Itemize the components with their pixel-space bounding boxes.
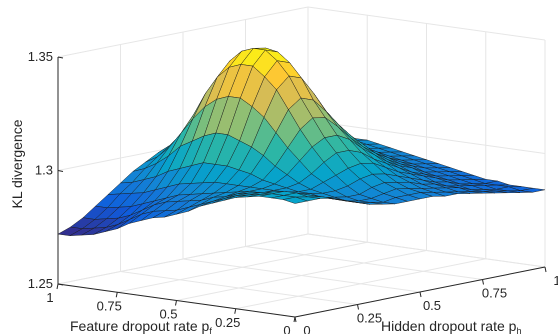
y-axis-label: Hidden dropout rate ph <box>381 318 521 334</box>
y-tick-mark <box>544 266 547 273</box>
tick-labels: 1.25 1.3 1.35 1 0.75 0.5 0.25 0 0 0.25 0.5 0.75 1 <box>28 49 558 334</box>
grid-line <box>57 6 309 58</box>
y-tick-mark <box>357 304 359 310</box>
z-tick-mark <box>57 170 64 172</box>
x-tick-label: 0.75 <box>97 298 122 313</box>
y-tick-mark <box>482 279 484 285</box>
axes-box <box>56 56 547 323</box>
z-tick-label: 1.25 <box>28 276 53 291</box>
y-tick-label: 0.75 <box>482 286 507 301</box>
surface-mesh <box>57 47 546 236</box>
y-tick-mark <box>419 291 422 298</box>
x-tick-label: 0.25 <box>215 315 240 330</box>
y-tick-mark <box>294 316 297 323</box>
grid-line <box>307 120 546 154</box>
grid-line <box>182 258 421 293</box>
z-tick-label: 1.3 <box>35 163 53 178</box>
z-tick-mark <box>57 56 64 59</box>
grid-line <box>245 246 483 280</box>
y-tick-label: 0.5 <box>423 298 441 313</box>
y-tick-label: 0 <box>303 323 310 334</box>
x-tick-label: 0.5 <box>159 307 177 322</box>
surface-patch <box>282 196 308 204</box>
grid-line <box>307 6 546 41</box>
z-tick-label: 1.35 <box>28 49 53 64</box>
grid-line <box>120 271 358 305</box>
y-tick-label: 1 <box>553 273 558 288</box>
x-tick-label: 1 <box>46 290 53 305</box>
y-tick-label: 0.25 <box>357 311 382 326</box>
x-tick-label: 0 <box>283 323 290 334</box>
x-axis-label: Feature dropout rate pf <box>70 318 212 334</box>
z-axis-label: KL divergence <box>9 119 25 208</box>
z-tick-mark <box>57 283 64 286</box>
x-tick-mark <box>234 308 237 314</box>
x-tick-mark <box>175 300 177 306</box>
grid-line <box>307 233 546 268</box>
x-tick-mark <box>115 292 118 298</box>
x-tick-mark <box>56 283 59 290</box>
